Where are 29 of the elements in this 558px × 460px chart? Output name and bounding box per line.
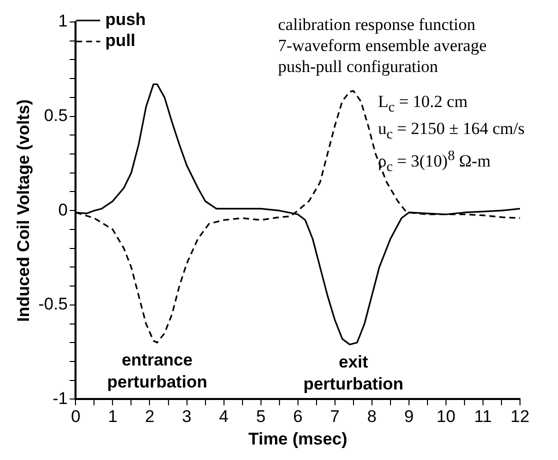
y-tick-label: 1 bbox=[58, 12, 68, 31]
x-tick-label: 10 bbox=[436, 407, 456, 426]
annotation: calibration response function bbox=[278, 14, 476, 35]
annotation: exit perturbation bbox=[303, 352, 404, 394]
annotation: entrance perturbation bbox=[107, 350, 208, 392]
annotation: L$_{c}$ = 10.2 cm bbox=[378, 91, 469, 118]
x-tick-label: 7 bbox=[330, 407, 340, 426]
y-tick-label: 0.5 bbox=[44, 106, 68, 125]
legend-label: pull bbox=[105, 31, 136, 50]
y-tick-label: -1 bbox=[52, 388, 68, 408]
y-axis-title: Induced Coil Voltage (volts) bbox=[14, 99, 33, 322]
x-tick-label: 8 bbox=[367, 407, 377, 426]
legend-label: push bbox=[105, 10, 146, 30]
annotation: 7-waveform ensemble average bbox=[278, 35, 488, 56]
x-tick-label: 9 bbox=[404, 407, 414, 426]
annotation: u$_{c}$ = 2150 ± 164 cm/s bbox=[378, 118, 525, 145]
x-tick-label: 2 bbox=[145, 407, 154, 426]
x-tick-label: 5 bbox=[256, 407, 266, 426]
x-tick-label: 4 bbox=[219, 407, 229, 426]
x-tick-label: 6 bbox=[293, 407, 303, 426]
annotation: push-pull configuration bbox=[278, 56, 440, 77]
x-tick-label: 0 bbox=[70, 407, 80, 426]
y-tick-label: -0.5 bbox=[38, 294, 68, 314]
x-axis-title: Time (msec) bbox=[248, 429, 348, 448]
x-tick-label: 3 bbox=[182, 407, 192, 426]
x-tick-label: 11 bbox=[474, 407, 492, 426]
x-tick-label: 1 bbox=[108, 407, 118, 426]
x-tick-label: 12 bbox=[510, 407, 530, 426]
y-tick-label: 0 bbox=[58, 200, 68, 220]
